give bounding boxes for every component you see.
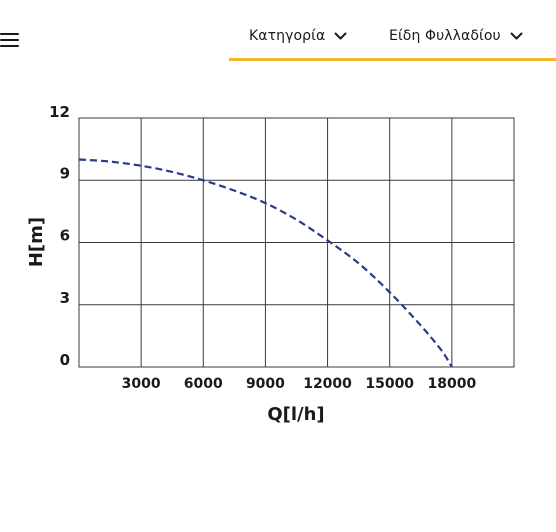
x-axis-title: Q[l/h] bbox=[267, 404, 324, 425]
y-tick-label: 12 bbox=[49, 103, 70, 121]
x-tick-label: 15000 bbox=[365, 376, 414, 392]
x-tick-labels: 3000 6000 9000 12000 15000 18000 bbox=[122, 376, 477, 392]
nav-item-category-label: Κατηγορία bbox=[249, 28, 326, 44]
hamburger-menu-icon[interactable] bbox=[0, 30, 19, 47]
category-nav: Κατηγορία Είδη Φυλλαδίου bbox=[229, 24, 556, 61]
top-bar: Κατηγορία Είδη Φυλλαδίου bbox=[0, 0, 556, 61]
x-tick-label: 9000 bbox=[246, 376, 285, 392]
nav-item-leaflet-types[interactable]: Είδη Φυλλαδίου bbox=[389, 28, 523, 44]
nav-item-category[interactable]: Κατηγορία bbox=[249, 28, 347, 44]
x-tick-label: 18000 bbox=[427, 376, 476, 392]
nav-item-leaflet-types-label: Είδη Φυλλαδίου bbox=[389, 28, 501, 44]
chevron-down-icon bbox=[510, 32, 523, 40]
y-tick-labels: 0 3 6 9 12 bbox=[49, 103, 70, 369]
y-axis-title: H[m] bbox=[26, 217, 47, 267]
y-tick-label: 0 bbox=[60, 351, 70, 369]
y-tick-label: 3 bbox=[60, 289, 70, 307]
y-tick-label: 6 bbox=[60, 227, 70, 245]
x-tick-label: 6000 bbox=[184, 376, 223, 392]
x-tick-label: 3000 bbox=[122, 376, 161, 392]
series-line bbox=[78, 158, 453, 368]
chevron-down-icon bbox=[334, 32, 347, 40]
chart-grid bbox=[78, 117, 515, 368]
y-tick-label: 9 bbox=[60, 164, 70, 182]
x-tick-label: 12000 bbox=[303, 376, 352, 392]
